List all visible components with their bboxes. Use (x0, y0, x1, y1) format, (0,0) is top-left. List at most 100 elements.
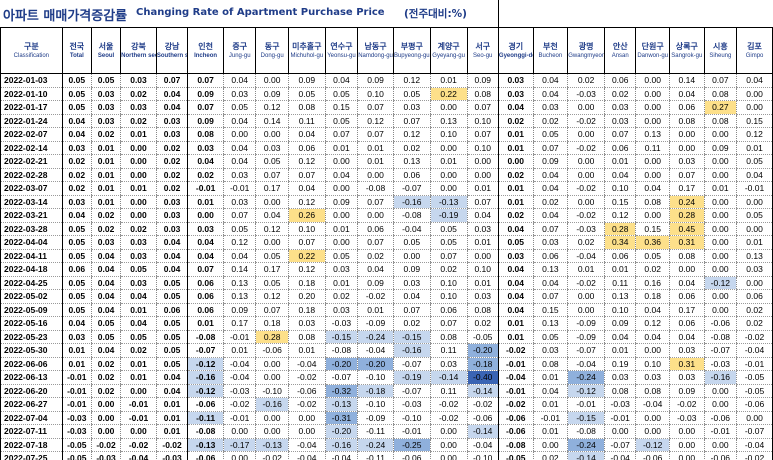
value-cell: 0.10 (357, 87, 394, 101)
value-cell: 0.00 (736, 195, 773, 209)
value-cell: -0.03 (61, 424, 92, 439)
value-cell: 0.10 (604, 303, 636, 317)
value-cell: 0.13 (222, 289, 256, 304)
value-cell: 0.06 (429, 303, 468, 317)
column-header-korean: 시흥 (712, 41, 728, 51)
value-cell: 0.00 (466, 154, 499, 169)
value-cell: 0.00 (120, 141, 157, 155)
column-header-english: Sangrok-gu (671, 52, 703, 59)
value-cell: 0.04 (222, 141, 256, 155)
row-date: 2022-02-07 (0, 127, 63, 142)
row-date: 2022-06-20 (0, 384, 63, 398)
value-cell: 0.03 (155, 114, 188, 128)
value-cell: 0.00 (635, 208, 670, 223)
value-cell: 0.00 (567, 289, 605, 304)
row-date: 2022-07-11 (0, 424, 63, 439)
column-header-korean: 서구 (475, 41, 491, 51)
row-date: 2022-01-24 (0, 114, 63, 128)
value-cell: 0.02 (120, 222, 157, 236)
value-cell: -0.04 (567, 249, 605, 263)
value-cell: -0.14 (567, 451, 605, 460)
value-cell: 0.10 (287, 222, 326, 236)
value-cell: 0.02 (736, 303, 773, 317)
value-cell: 0.04 (736, 168, 773, 182)
value-cell: -0.05 (497, 451, 534, 460)
value-cell: 0.01 (90, 141, 121, 155)
value-cell: 0.00 (222, 424, 256, 439)
value-cell: -0.02 (567, 141, 605, 155)
value-cell: 0.04 (90, 289, 121, 304)
table-row: 2022-04-04 0.05 0.03 0.03 0.04 0.04 0.12 0.00 0.… (0, 235, 773, 250)
value-cell: -0.02 (120, 438, 157, 452)
value-cell: -0.13 (187, 438, 224, 452)
value-cell: 0.00 (497, 154, 534, 169)
value-cell: 0.04 (635, 303, 670, 317)
value-cell: 0.01 (466, 276, 499, 290)
value-cell: 0.05 (324, 87, 358, 101)
value-cell: 0.13 (429, 114, 468, 128)
column-header-korean: 계양구 (437, 41, 460, 51)
value-cell: 0.05 (90, 330, 121, 344)
value-cell: -0.02 (466, 397, 499, 412)
value-cell: 0.04 (532, 87, 568, 101)
value-cell: -0.11 (357, 424, 394, 439)
value-cell: 0.01 (497, 127, 534, 142)
row-date: 2022-03-14 (0, 195, 63, 209)
value-cell: -0.02 (429, 397, 468, 412)
value-cell: 0.06 (392, 168, 431, 182)
value-cell: 0.02 (155, 141, 188, 155)
table-row: 2022-02-28 0.02 0.01 0.00 0.02 0.02 0.03 0.07 0.… (0, 168, 773, 182)
value-cell: -0.01 (736, 357, 773, 371)
value-cell: 0.01 (187, 316, 224, 331)
value-cell: 0.20 (287, 289, 326, 304)
value-cell: -0.20 (357, 357, 394, 371)
value-cell: 0.01 (429, 154, 468, 169)
value-cell: 0.01 (357, 303, 394, 317)
value-cell: 0.00 (567, 195, 605, 209)
value-cell: 0.02 (90, 357, 121, 371)
value-cell: 0.13 (392, 154, 431, 169)
value-cell: 0.01 (532, 424, 568, 439)
value-cell: 0.00 (357, 208, 394, 223)
value-cell: 0.04 (736, 73, 773, 88)
value-cell: -0.32 (324, 384, 358, 398)
value-cell: 0.00 (255, 357, 289, 371)
value-cell: 0.00 (255, 370, 289, 385)
value-cell: 0.00 (120, 195, 157, 209)
row-date: 2022-02-14 (0, 141, 63, 155)
value-cell: 0.06 (287, 141, 326, 155)
value-cell: 0.07 (466, 100, 499, 115)
value-cell: 0.11 (429, 343, 468, 358)
row-date: 2022-06-13 (0, 370, 63, 385)
value-cell: 0.00 (324, 154, 358, 169)
value-cell: 0.10 (466, 114, 499, 128)
table-row: 2022-05-23 0.03 0.05 0.05 0.05 -0.08 -0.01 0.28… (0, 330, 773, 344)
value-cell: 0.02 (90, 370, 121, 385)
value-cell: -0.02 (497, 397, 534, 412)
value-cell: 0.00 (90, 411, 121, 425)
value-cell: 0.03 (392, 276, 431, 290)
value-cell: 0.08 (287, 100, 326, 115)
value-cell: 0.00 (668, 438, 705, 452)
value-cell: 0.03 (61, 141, 92, 155)
value-cell: 0.04 (90, 249, 121, 263)
value-cell: 0.10 (635, 357, 670, 371)
value-cell: -0.09 (357, 316, 394, 331)
value-cell: 0.06 (604, 141, 636, 155)
value-cell: 0.00 (668, 262, 705, 277)
value-cell: 0.00 (255, 73, 289, 88)
column-header-korean: 부천 (543, 41, 558, 51)
value-cell: -0.18 (357, 384, 394, 398)
value-cell: 0.02 (90, 127, 121, 142)
value-cell: 0.09 (287, 73, 326, 88)
value-cell: 0.06 (604, 73, 636, 88)
column-header-english: Ansan (611, 52, 629, 59)
value-cell: 0.12 (287, 154, 326, 169)
column-header: 단원구 Danwon-gu (635, 27, 670, 74)
value-cell: -0.06 (392, 451, 431, 460)
value-cell: 0.05 (155, 289, 188, 304)
value-cell: 0.00 (604, 424, 636, 439)
value-cell: 0.03 (222, 168, 256, 182)
value-cell: 0.11 (287, 114, 326, 128)
